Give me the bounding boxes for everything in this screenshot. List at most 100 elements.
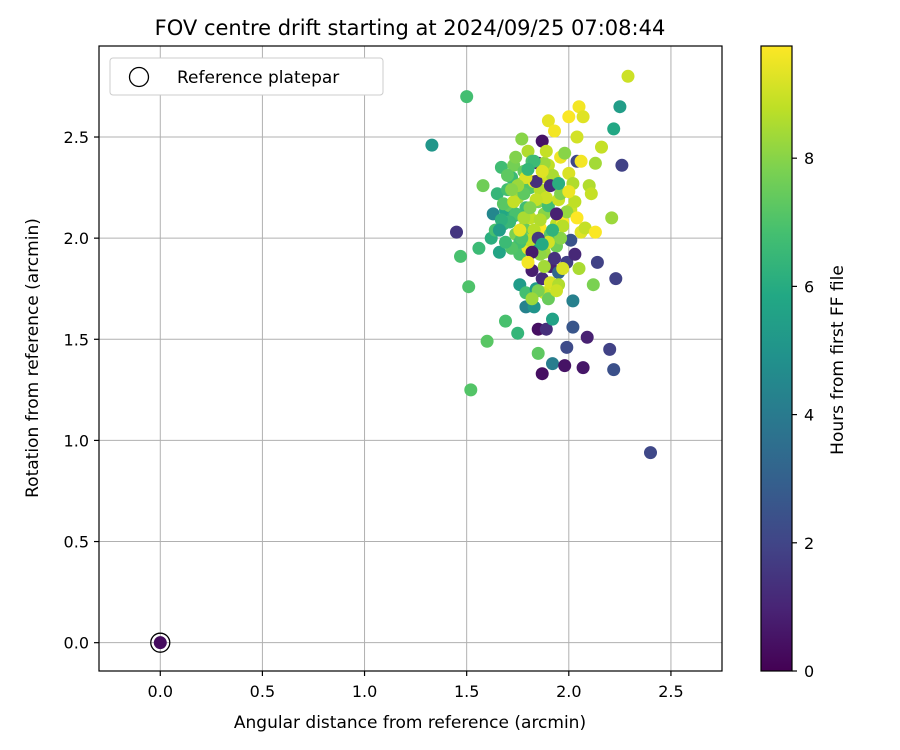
data-point <box>425 138 439 152</box>
data-point <box>564 233 578 247</box>
data-point <box>533 213 547 227</box>
data-point <box>562 185 576 199</box>
colorbar-label: Hours from first FF file <box>828 265 848 455</box>
data-point <box>644 446 657 460</box>
data-point <box>450 225 463 239</box>
data-point <box>560 205 574 219</box>
data-point <box>562 166 576 180</box>
colorbar-tick-label: 4 <box>804 406 814 425</box>
data-point <box>554 231 568 245</box>
x-tick-label: 0.0 <box>148 682 173 701</box>
data-point <box>499 235 512 249</box>
data-point <box>492 245 506 259</box>
data-point <box>570 211 584 225</box>
legend-label: Reference platepar <box>177 68 339 88</box>
y-axis-label: Rotation from reference (arcmin) <box>23 218 43 498</box>
data-point <box>476 179 490 193</box>
data-point <box>605 211 619 225</box>
data-point <box>521 255 535 269</box>
data-point <box>523 201 537 215</box>
x-tick-label: 2.5 <box>658 682 683 701</box>
x-tick-label: 1.5 <box>454 682 479 701</box>
data-point <box>603 342 617 356</box>
data-point <box>586 278 600 292</box>
plot-frame <box>98 45 723 672</box>
data-point <box>607 122 621 136</box>
data-point <box>507 195 521 209</box>
data-point <box>517 211 531 225</box>
data-point <box>505 183 519 197</box>
data-point <box>556 219 570 233</box>
reference-marker <box>150 632 171 653</box>
data-point <box>578 221 592 235</box>
data-point <box>464 383 478 397</box>
data-point <box>558 146 572 160</box>
data-point <box>509 150 523 164</box>
legend: Reference platepar <box>109 57 384 96</box>
data-point <box>572 100 586 114</box>
data-point <box>521 162 535 176</box>
colorbar-tick-label: 0 <box>804 662 814 681</box>
colorbar: 0 2 4 6 8 Hours from first FF file <box>760 45 848 681</box>
data-point <box>556 262 570 275</box>
y-tick-label: 2.0 <box>64 229 89 248</box>
data-point <box>515 132 529 146</box>
data-point <box>535 367 549 381</box>
data-point <box>462 280 476 294</box>
data-point <box>460 90 474 104</box>
data-point <box>588 225 602 239</box>
grid-lines <box>99 46 722 671</box>
data-point <box>537 260 551 273</box>
data-point <box>609 272 623 286</box>
data-point <box>501 168 514 182</box>
data-point <box>613 100 627 114</box>
data-point <box>568 247 582 261</box>
data-point <box>550 207 563 221</box>
y-axis-ticks: 0.0 0.5 1.0 1.5 2.0 2.5 <box>64 128 99 653</box>
colorbar-ticks: 0 2 4 6 8 <box>792 149 814 681</box>
data-point <box>541 292 555 306</box>
colorbar-gradient <box>760 45 793 672</box>
data-point <box>546 223 559 237</box>
data-point <box>529 175 543 188</box>
data-point <box>546 312 559 326</box>
data-point <box>539 191 553 205</box>
data-point <box>607 363 621 377</box>
data-point <box>552 177 566 190</box>
x-axis-label: Angular distance from reference (arcmin) <box>234 713 586 733</box>
data-point <box>550 284 563 298</box>
data-point <box>480 334 494 348</box>
colorbar-tick-label: 6 <box>804 277 814 296</box>
data-point <box>584 187 598 201</box>
data-point <box>576 110 590 124</box>
data-point <box>621 69 635 83</box>
data-point <box>558 359 572 373</box>
data-point <box>590 255 604 269</box>
data-point <box>560 340 574 354</box>
data-point <box>472 241 486 255</box>
data-point <box>576 361 590 375</box>
x-tick-label: 0.5 <box>250 682 275 701</box>
reference-point-fill <box>153 636 167 650</box>
reference-layer <box>150 632 171 653</box>
data-point <box>539 144 553 158</box>
data-point <box>588 156 602 170</box>
y-tick-label: 2.5 <box>64 128 89 147</box>
colorbar-tick-label: 2 <box>804 534 814 553</box>
x-tick-label: 2.0 <box>556 682 581 701</box>
data-point <box>572 262 586 275</box>
x-axis-ticks: 0.0 0.5 1.0 1.5 2.0 2.5 <box>148 671 684 701</box>
data-point <box>513 223 527 237</box>
data-point <box>548 251 561 265</box>
data-points <box>425 69 657 460</box>
data-point <box>568 195 582 209</box>
data-point <box>499 314 512 328</box>
data-point <box>574 154 588 168</box>
y-tick-label: 1.5 <box>64 330 89 349</box>
data-point <box>615 158 629 172</box>
chart-title: FOV centre drift starting at 2024/09/25 … <box>155 16 666 40</box>
data-point <box>566 320 580 334</box>
data-point <box>454 249 467 263</box>
legend-box <box>109 57 384 96</box>
